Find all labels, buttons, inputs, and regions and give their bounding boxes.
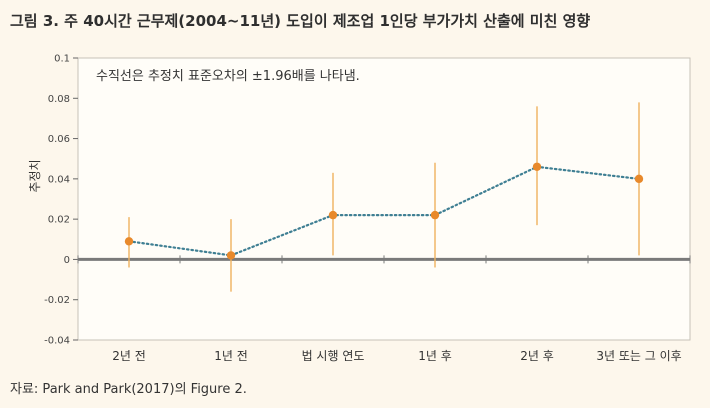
data-points — [124, 162, 644, 260]
y-tick-label: -0.02 — [44, 295, 70, 306]
figure-source: 자료: Park and Park(2017)의 Figure 2. — [10, 382, 247, 397]
y-tick-label: 0.06 — [48, 134, 70, 145]
figure-title: 그림 3. 주 40시간 근무제(2004~11년) 도입이 제조업 1인당 부… — [10, 12, 591, 30]
data-point — [430, 210, 440, 220]
x-tick-label: 3년 또는 그 이후 — [596, 349, 681, 363]
data-point — [124, 237, 134, 246]
x-tick-label: 1년 전 — [214, 349, 248, 363]
x-tick-label: 1년 후 — [418, 349, 452, 363]
y-tick-label: 0 — [64, 255, 70, 266]
y-axis: -0.04 -0.02 0 0.02 0.04 0.06 0.08 0.1 — [44, 54, 78, 347]
series-line-group — [127, 165, 641, 257]
y-axis-label: 추정치 — [28, 159, 42, 192]
y-tick-label: 0.02 — [48, 215, 70, 226]
chart-annotation: 수직선은 추정치 표준오차의 ±1.96배를 나타냄. — [96, 69, 360, 84]
series-line — [127, 165, 641, 257]
x-tick-label: 2년 후 — [520, 349, 554, 363]
zero-line-group — [77, 255, 691, 264]
y-tick-label: 0.1 — [54, 54, 70, 65]
y-tick-label: 0.08 — [48, 94, 70, 105]
data-point — [328, 210, 338, 220]
data-point — [634, 174, 644, 184]
x-tick-label: 2년 전 — [112, 349, 146, 363]
data-point — [532, 162, 542, 171]
x-axis: 2년 전 1년 전 법 시행 연도 1년 후 2년 후 3년 또는 그 이후 — [112, 348, 681, 363]
data-point — [226, 251, 236, 260]
y-tick-label: 0.04 — [48, 174, 70, 185]
plot-area — [77, 57, 691, 341]
y-tick-label: -0.04 — [44, 336, 70, 347]
x-tick-label: 법 시행 연도 — [302, 348, 365, 363]
